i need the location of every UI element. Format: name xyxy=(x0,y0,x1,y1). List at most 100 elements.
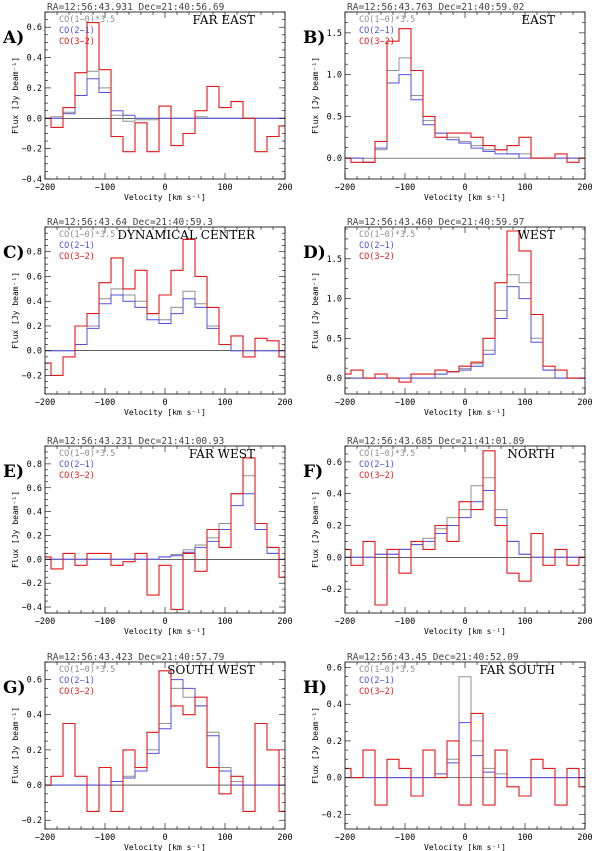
legend-co10: CO(1−0)*3.5 xyxy=(59,665,115,675)
region-title: FAR WEST xyxy=(189,447,255,461)
y-tick-label: 0.2 xyxy=(327,737,342,747)
y-axis-label: Flux [Jy beam⁻¹] xyxy=(311,57,320,134)
region-title: FAR EAST xyxy=(193,13,255,27)
legend-co32: CO(3−2) xyxy=(59,687,95,697)
x-tick-label: 0 xyxy=(462,833,467,843)
x-tick-label: 200 xyxy=(577,617,592,627)
region-title: FAR SOUTH xyxy=(480,663,555,677)
legend-co21: CO(2−1) xyxy=(59,26,95,36)
y-tick-label: 0.6 xyxy=(27,23,42,33)
legend-co32: CO(3−2) xyxy=(359,252,395,262)
legend-co21: CO(2−1) xyxy=(359,241,395,251)
legend-co32: CO(3−2) xyxy=(59,37,95,47)
legend-co21: CO(2−1) xyxy=(359,460,395,470)
x-tick-label: 100 xyxy=(217,617,232,627)
region-title: WEST xyxy=(518,228,555,242)
series-group xyxy=(45,457,285,610)
y-tick-label: 0.0 xyxy=(327,774,342,784)
x-axis-label: Velocity [km s⁻¹] xyxy=(124,408,206,417)
series-co32-line xyxy=(45,457,285,610)
panel-coordinates: RA=12:56:43.931 Dec=21:40:56.69 xyxy=(47,2,225,13)
y-tick-label: 0.6 xyxy=(327,458,342,468)
panel-letter: B) xyxy=(303,28,325,48)
x-tick-label: 100 xyxy=(217,833,232,843)
y-tick-label: 0.2 xyxy=(27,84,42,94)
region-title: SOUTH WEST xyxy=(167,663,255,677)
series-group xyxy=(345,450,585,606)
y-tick-label: −0.2 xyxy=(22,579,42,589)
x-tick-label: 100 xyxy=(217,398,232,408)
y-tick-label: 0.6 xyxy=(27,484,42,494)
x-axis-label: Velocity [km s⁻¹] xyxy=(124,843,206,851)
y-tick-label: 0.2 xyxy=(27,746,42,756)
panel-coordinates: RA=12:56:43.460 Dec=21:40:59.97 xyxy=(347,217,524,228)
legend-co21: CO(2−1) xyxy=(59,676,95,686)
x-tick-label: −100 xyxy=(395,398,415,408)
y-axis-label: Flux [Jy beam⁻¹] xyxy=(311,491,320,568)
series-group xyxy=(45,22,285,153)
series-co32-line xyxy=(345,450,585,606)
x-tick-label: −200 xyxy=(35,398,55,408)
y-tick-label: 0.4 xyxy=(327,490,342,500)
y-axis-label: Flux [Jy beam⁻¹] xyxy=(11,707,20,784)
x-tick-label: −200 xyxy=(335,617,355,627)
series-co32-line xyxy=(345,230,585,383)
y-tick-label: 0.0 xyxy=(27,781,42,791)
series-co21-line xyxy=(45,493,285,560)
x-tick-label: 0 xyxy=(162,183,167,193)
x-axis-label: Velocity [km s⁻¹] xyxy=(424,408,506,417)
series-co10-line xyxy=(345,274,585,379)
series-group xyxy=(345,230,585,383)
x-tick-label: −100 xyxy=(95,617,115,627)
panel-letter: C) xyxy=(3,243,25,263)
x-tick-label: 0 xyxy=(462,398,467,408)
legend-co10: CO(1−0)*3.5 xyxy=(359,665,415,675)
legend-co10: CO(1−0)*3.5 xyxy=(359,15,415,25)
panel-coordinates: RA=12:56:43.64 Dec=21:40:59.3 xyxy=(47,217,213,228)
series-co21-line xyxy=(345,74,585,163)
region-title: DYNAMICAL CENTER xyxy=(117,228,256,242)
x-tick-label: −200 xyxy=(35,183,55,193)
y-tick-label: 0.6 xyxy=(27,272,42,282)
series-group xyxy=(345,28,585,163)
y-tick-label: 1.5 xyxy=(327,255,342,265)
y-tick-label: 0.0 xyxy=(27,114,42,124)
series-group xyxy=(45,670,285,812)
y-tick-label: 0.8 xyxy=(27,248,42,258)
panel-h: −200 −100 0 100 200 −0.2 0.0 0.2 0.4 0.6 Velocity … xyxy=(303,652,593,851)
y-tick-label: 0.2 xyxy=(27,322,42,332)
x-tick-label: 100 xyxy=(517,183,532,193)
panel-letter: G) xyxy=(3,678,26,698)
y-axis-label: Flux [Jy beam⁻¹] xyxy=(11,272,20,349)
y-tick-label: 0.2 xyxy=(327,522,342,532)
legend-co10: CO(1−0)*3.5 xyxy=(359,449,415,459)
legend-co10: CO(1−0)*3.5 xyxy=(359,230,415,240)
x-tick-label: 0 xyxy=(462,617,467,627)
y-tick-label: 0.6 xyxy=(27,676,42,686)
x-tick-label: 200 xyxy=(577,183,592,193)
panel-letter: H) xyxy=(303,678,327,698)
x-tick-label: −100 xyxy=(395,183,415,193)
y-tick-label: 0.0 xyxy=(327,553,342,563)
legend-co21: CO(2−1) xyxy=(359,26,395,36)
series-co10-line xyxy=(45,70,285,122)
legend-co21: CO(2−1) xyxy=(359,676,395,686)
legend-co32: CO(3−2) xyxy=(59,471,95,481)
x-tick-label: −100 xyxy=(95,183,115,193)
y-tick-label: −0.4 xyxy=(22,175,42,185)
y-tick-label: 0.2 xyxy=(27,531,42,541)
y-tick-label: 0.0 xyxy=(327,374,342,384)
x-axis-label: Velocity [km s⁻¹] xyxy=(424,627,506,636)
y-tick-label: 0.0 xyxy=(27,347,42,357)
x-tick-label: −100 xyxy=(395,833,415,843)
y-tick-label: 0.5 xyxy=(327,112,342,122)
y-axis-label: Flux [Jy beam⁻¹] xyxy=(11,491,20,568)
panel-c: −200 −100 0 100 200 −0.2 0.0 0.2 0.4 0.6 0.8 Veloci… xyxy=(3,217,293,417)
series-group xyxy=(45,238,285,376)
x-tick-label: 100 xyxy=(517,617,532,627)
panel-f: −200 −100 0 100 200 −0.2 0.0 0.2 0.4 0.6 Velocity … xyxy=(303,436,593,636)
x-tick-label: 100 xyxy=(517,398,532,408)
x-tick-label: 0 xyxy=(162,617,167,627)
series-co32-line xyxy=(45,22,285,153)
